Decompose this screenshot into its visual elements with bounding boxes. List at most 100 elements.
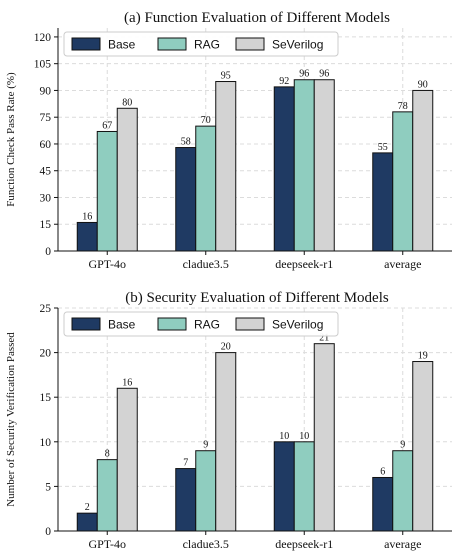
bar [392,450,414,532]
series-rag: 8 9 10 9 [96,431,414,532]
x-tick-label: GPT-4o [88,257,126,271]
series-severilog: 80 95 96 90 [116,69,434,252]
x-tick-label: average [384,257,421,271]
bar [116,387,138,532]
data-label: 67 [102,120,112,131]
x-tick-label: cladue3.5 [183,257,229,271]
data-label: 21 [319,333,329,344]
y-tick-label: 10 [40,437,52,449]
data-label: 10 [299,431,309,442]
bar [313,79,335,252]
legend-swatch [235,317,265,331]
data-label: 95 [221,71,231,82]
data-label: 8 [105,449,110,460]
legend-box [63,31,339,57]
chart-panel-b: 2 7 10 6 8 9 10 9 16 20 21 19 0 5 10 15 20 25 GPT-4o cladue… [5,290,452,551]
series-severilog: 16 20 21 19 [116,333,434,532]
chart-panel-a: 16 58 92 55 67 70 96 78 80 95 96 90 0 15 30 45 60 75 90 105… [5,10,452,271]
chart-title: (b) Security Evaluation of Different Mod… [125,290,389,306]
bar [96,459,118,532]
legend-swatch [157,317,187,331]
bar [293,441,315,532]
bar [76,221,98,252]
y-tick-label: 60 [40,139,52,151]
y-tick-label: 30 [40,192,52,204]
x-tick-label: cladue3.5 [183,537,229,551]
bar [195,125,217,252]
x-tick-label: deepseek-r1 [275,257,333,271]
data-label: 16 [82,211,92,222]
legend-label: Base [108,318,136,332]
y-tick-label: 75 [40,112,52,124]
data-label: 96 [319,69,329,80]
data-label: 70 [201,115,211,126]
bar [273,86,295,252]
bar [273,441,295,532]
legend-label: RAG [194,38,220,52]
bar [215,81,237,252]
y-tick-label: 5 [45,481,51,493]
data-label: 9 [400,440,405,451]
bar [392,111,414,252]
y-tick-label: 15 [40,219,52,231]
chart-title: (a) Function Evaluation of Different Mod… [124,10,390,26]
y-axis-label: Function Check Pass Rate (%) [5,72,17,207]
bar [175,147,197,252]
data-label: 80 [122,97,132,108]
series-base: 16 58 92 55 [76,76,394,252]
bar [116,107,138,252]
legend-label: Base [108,38,136,52]
legend: Base RAG SeVerilog [63,31,339,57]
y-tick-label: 20 [40,348,52,360]
legend-label: SeVerilog [272,38,323,52]
legend-swatch [157,37,187,51]
legend-swatch [235,37,265,51]
series-base: 2 7 10 6 [76,431,394,532]
x-tick-label: deepseek-r1 [275,537,333,551]
y-tick-label: 45 [40,166,52,178]
data-label: 78 [398,101,408,112]
data-label: 16 [122,377,132,388]
bar [293,79,315,252]
y-tick-label: 0 [45,526,51,538]
legend-box [63,311,339,337]
data-label: 92 [279,76,289,87]
bar [195,450,217,532]
y-tick-label: 105 [34,59,52,71]
data-label: 7 [183,458,188,469]
data-label: 55 [378,142,388,153]
data-label: 6 [380,466,385,477]
y-tick-label: 0 [45,246,51,258]
bar [372,476,394,532]
bar [412,89,434,252]
y-tick-label: 120 [34,32,52,44]
bar [313,343,335,532]
bar [412,361,434,532]
data-label: 9 [203,440,208,451]
bar [372,152,394,252]
legend-swatch [71,37,101,51]
y-axis-label: Number of Security Verification Passed [5,332,17,507]
legend-label: RAG [194,318,220,332]
data-label: 19 [418,351,428,362]
bar [96,130,118,252]
bar [76,512,98,532]
y-tick-label: 90 [40,85,52,97]
y-tick-label: 25 [40,303,52,315]
data-label: 96 [299,69,309,80]
data-label: 2 [85,502,90,513]
data-label: 90 [418,79,428,90]
bar [215,352,237,532]
series-rag: 67 70 96 78 [96,69,414,252]
x-tick-label: GPT-4o [88,537,126,551]
data-label: 58 [181,137,191,148]
legend-swatch [71,317,101,331]
data-label: 10 [279,431,289,442]
legend: Base RAG SeVerilog [63,311,339,337]
y-tick-label: 15 [40,392,52,404]
x-tick-label: average [384,537,421,551]
data-label: 20 [221,342,231,353]
legend-label: SeVerilog [272,318,323,332]
bar [175,468,197,532]
